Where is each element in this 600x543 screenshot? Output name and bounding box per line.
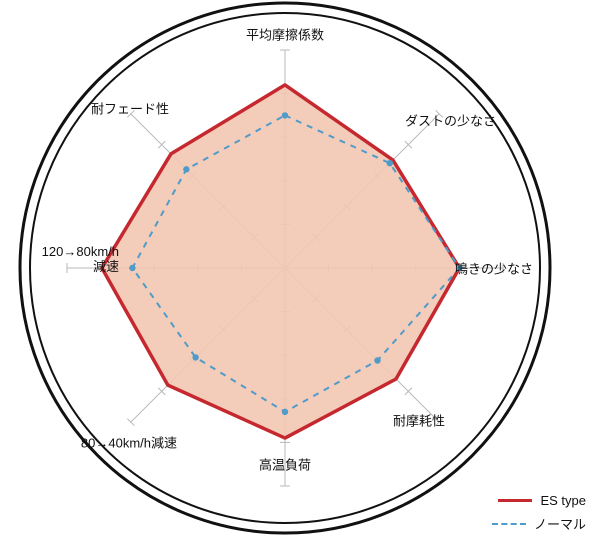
axis-label-1: ダストの少なさ: [405, 115, 496, 130]
legend-swatch-es: [498, 499, 532, 502]
legend-item-es: ES type: [492, 493, 586, 508]
axis-label-6: 120→80km/h減速: [42, 245, 119, 275]
axis-label-2: 鳴きの少なさ: [455, 263, 533, 278]
legend-item-normal: ノーマル: [492, 514, 586, 533]
legend: ES type ノーマル: [492, 487, 586, 533]
legend-label-normal: ノーマル: [534, 514, 586, 533]
axis-label-5: 80→40km/h減速: [81, 437, 177, 452]
legend-label-es: ES type: [540, 493, 586, 508]
axis-label-7: 耐フェード性: [91, 103, 169, 118]
axis-label-0: 平均摩擦係数: [246, 29, 324, 44]
legend-swatch-normal: [492, 523, 526, 525]
axis-label-3: 耐摩耗性: [393, 415, 445, 430]
axis-label-4: 高温負荷: [259, 459, 311, 474]
radar-chart-container: 平均摩擦係数ダストの少なさ鳴きの少なさ耐摩耗性高温負荷 80→40km/h減速 12…: [0, 0, 600, 543]
